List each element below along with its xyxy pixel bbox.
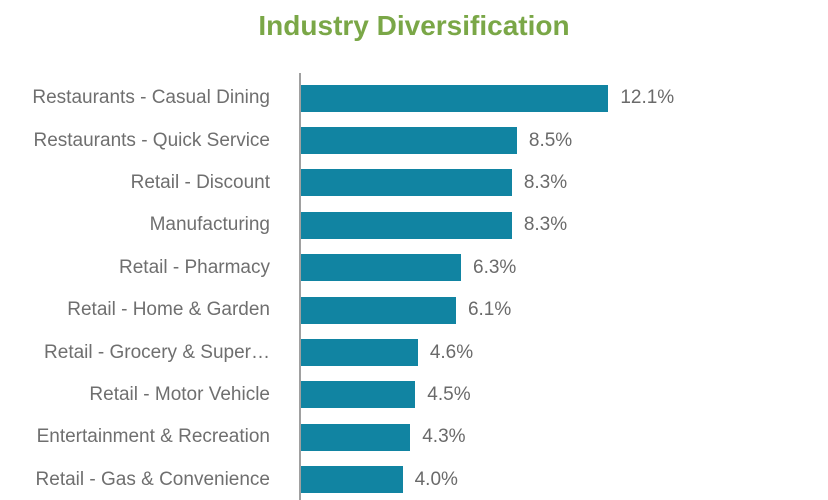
bar-track: 6.1% xyxy=(301,296,828,324)
bar xyxy=(301,423,411,451)
bar-track: 6.3% xyxy=(301,254,828,282)
bar-track: 4.6% xyxy=(301,339,828,367)
bar xyxy=(301,296,456,324)
value-label: 4.0% xyxy=(414,468,458,490)
category-label: Restaurants - Casual Dining xyxy=(32,87,270,109)
value-label: 12.1% xyxy=(620,87,675,109)
value-label: 4.5% xyxy=(427,383,471,405)
value-label: 6.1% xyxy=(467,299,512,321)
bar-track: 8.5% xyxy=(301,127,828,155)
bar-track: 8.3% xyxy=(301,211,828,239)
plot-area: Restaurants - Casual Dining 12.1% Restaura… xyxy=(0,73,828,500)
y-axis-line xyxy=(299,73,301,500)
bar xyxy=(301,84,609,112)
bar-track: 4.5% xyxy=(301,381,828,409)
value-label: 6.3% xyxy=(473,256,517,278)
category-label: Retail - Home & Garden xyxy=(67,299,270,321)
category-label: Restaurants - Quick Service xyxy=(33,129,270,151)
bar-row: Entertainment & Recreation 4.3% xyxy=(0,416,828,458)
bar xyxy=(301,466,403,494)
category-label: Entertainment & Recreation xyxy=(36,426,270,448)
bar-row: Retail - Motor Vehicle 4.5% xyxy=(0,374,828,416)
bar-row: Manufacturing 8.3% xyxy=(0,204,828,246)
bar xyxy=(301,211,512,239)
chart-title: Industry Diversification xyxy=(258,10,570,41)
value-label: 4.6% xyxy=(429,341,474,363)
bar-rows-container: Restaurants - Casual Dining 12.1% Restaura… xyxy=(0,77,828,500)
bar xyxy=(301,254,462,282)
value-label: 4.3% xyxy=(422,426,466,448)
bar xyxy=(301,169,512,197)
category-label: Retail - Pharmacy xyxy=(119,256,270,278)
category-label: Retail - Motor Vehicle xyxy=(89,383,270,405)
bar xyxy=(301,339,418,367)
bar-track: 4.0% xyxy=(301,466,828,494)
bar-track: 4.3% xyxy=(301,423,828,451)
category-label: Manufacturing xyxy=(149,214,270,236)
bar xyxy=(301,381,416,409)
bar-row: Retail - Grocery & Super… 4.6% xyxy=(0,331,828,373)
bar-track: 12.1% xyxy=(301,84,828,112)
value-label: 8.3% xyxy=(523,214,568,236)
value-label: 8.5% xyxy=(528,129,573,151)
bar-row: Retail - Pharmacy 6.3% xyxy=(0,247,828,289)
bar xyxy=(301,127,517,155)
bar-row: Retail - Home & Garden 6.1% xyxy=(0,289,828,331)
category-label: Retail - Grocery & Super… xyxy=(44,341,270,363)
bar-row: Retail - Gas & Convenience 4.0% xyxy=(0,459,828,500)
bar-row: Restaurants - Quick Service 8.5% xyxy=(0,119,828,161)
bar-track: 8.3% xyxy=(301,169,828,197)
category-label: Retail - Gas & Convenience xyxy=(35,468,270,490)
value-label: 8.3% xyxy=(523,171,568,193)
bar-row: Retail - Discount 8.3% xyxy=(0,162,828,204)
bar-row: Restaurants - Casual Dining 12.1% xyxy=(0,77,828,119)
category-label: Retail - Discount xyxy=(130,171,270,193)
